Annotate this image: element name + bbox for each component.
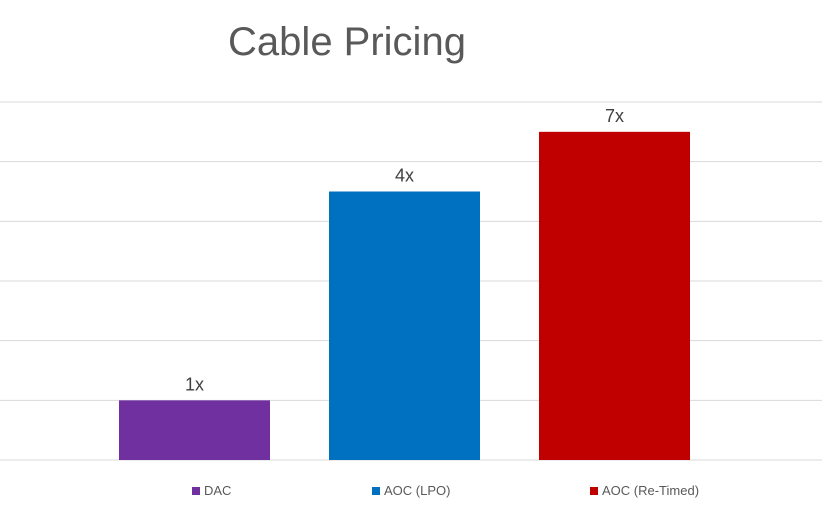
data-label: 1x xyxy=(185,374,204,394)
legend-swatch xyxy=(372,486,380,495)
chart-title: Cable Pricing xyxy=(228,20,466,64)
bar xyxy=(329,191,480,460)
legend-swatch xyxy=(590,486,598,495)
legend-label: DAC xyxy=(204,483,232,498)
legend-label: AOC (Re-Timed) xyxy=(602,483,700,498)
legend-item-aoc-lpo: AOC (LPO) xyxy=(372,483,450,498)
data-label: 7x xyxy=(605,106,624,126)
legend-item-dac: DAC xyxy=(192,483,231,498)
data-label: 4x xyxy=(395,166,414,186)
bar xyxy=(119,400,270,460)
bar xyxy=(539,131,690,461)
legend-label: AOC (LPO) xyxy=(384,483,451,498)
legend-swatch xyxy=(192,486,200,495)
legend-item-aoc-retimed: AOC (Re-Timed) xyxy=(590,483,699,498)
